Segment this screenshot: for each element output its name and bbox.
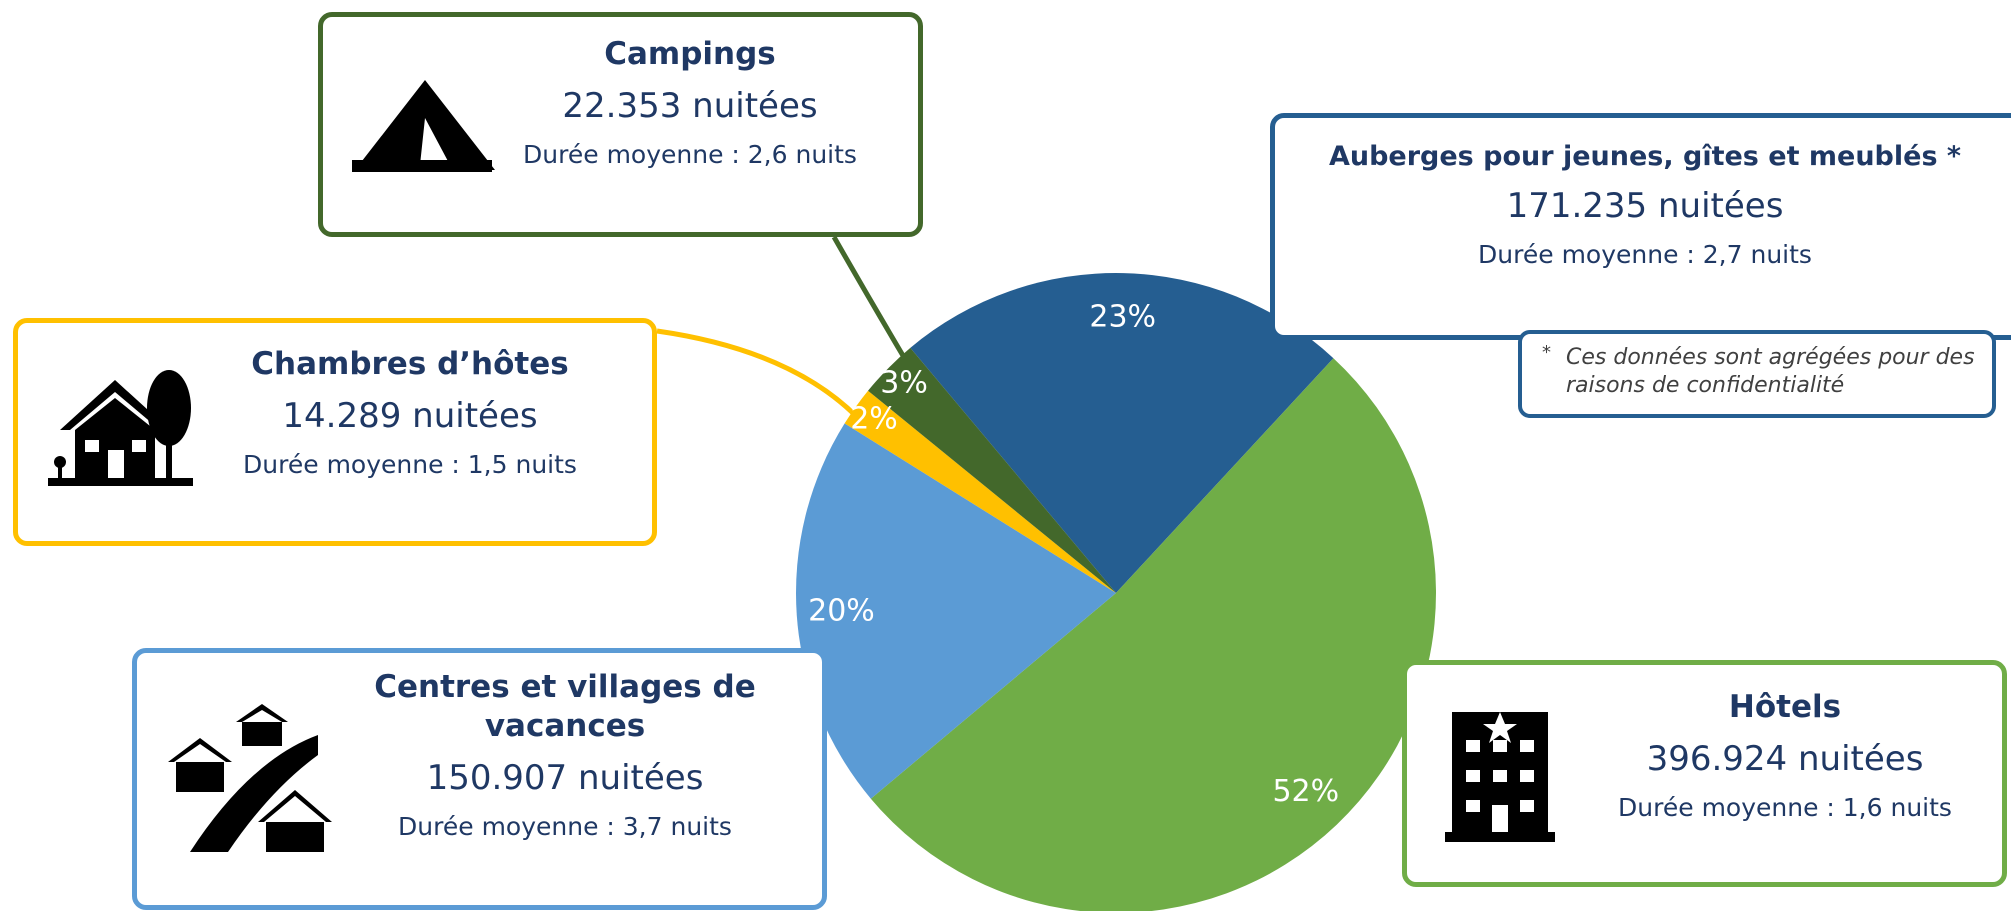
footnote-text: Ces données sont agrégées pour des raiso… bbox=[1566, 345, 1975, 398]
footnote: * Ces données sont agrégées pour des rais… bbox=[1518, 330, 1996, 418]
callout-title: Centres et villages de vacances bbox=[374, 669, 756, 744]
leader-line bbox=[656, 328, 859, 419]
pie-slice bbox=[868, 347, 1116, 593]
callout-text: Chambres d’hôtes 14.289 nuitées Durée moye… bbox=[200, 345, 620, 479]
callout-nights: 171.235 nuitées bbox=[1506, 185, 1784, 226]
callout-duration: Durée moyenne : 1,6 nuits bbox=[1618, 792, 1952, 822]
callout-text: Centres et villages de vacances 150.907 n… bbox=[330, 668, 800, 841]
callout-text: Hôtels 396.924 nuitées Durée moyenne : 1,6… bbox=[1570, 688, 2000, 822]
callout-duration: Durée moyenne : 2,7 nuits bbox=[1478, 239, 1812, 269]
slice-label: 52% bbox=[1272, 774, 1339, 809]
pie-slice bbox=[870, 358, 1437, 911]
pie-slice bbox=[796, 423, 1116, 799]
slice-label: 20% bbox=[808, 594, 875, 629]
callout-nights: 22.353 nuitées bbox=[562, 85, 818, 126]
callout-nights: 396.924 nuitées bbox=[1646, 738, 1924, 779]
slice-label: 23% bbox=[1089, 299, 1156, 334]
callout-title: Auberges pour jeunes, gîtes et meublés * bbox=[1328, 141, 1962, 172]
callout-text: Auberges pour jeunes, gîtes et meublés *… bbox=[1280, 140, 2010, 269]
callout-nights: 150.907 nuitées bbox=[426, 757, 704, 798]
callout-text: Campings 22.353 nuitées Durée moyenne : 2,… bbox=[480, 35, 900, 169]
pie-slice bbox=[910, 272, 1334, 593]
pie bbox=[796, 272, 1437, 911]
callout-box bbox=[1270, 113, 2011, 340]
callout-title: Campings bbox=[604, 36, 776, 72]
callout-title: Chambres d’hôtes bbox=[251, 346, 569, 382]
callout-nights: 14.289 nuitées bbox=[282, 395, 538, 436]
callout-duration: Durée moyenne : 1,5 nuits bbox=[243, 449, 577, 479]
callout-duration: Durée moyenne : 2,6 nuits bbox=[523, 139, 857, 169]
footnote-mark: * bbox=[1542, 342, 1551, 363]
callout-duration: Durée moyenne : 3,7 nuits bbox=[398, 811, 732, 841]
slice-label: 2% bbox=[850, 401, 898, 436]
callout-title: Hôtels bbox=[1728, 689, 1842, 725]
slice-label: 3% bbox=[880, 366, 928, 401]
leader-line bbox=[831, 235, 908, 361]
pie-slice bbox=[844, 390, 1116, 593]
